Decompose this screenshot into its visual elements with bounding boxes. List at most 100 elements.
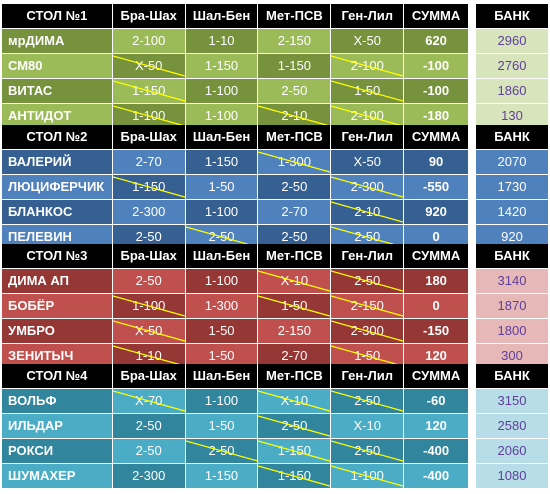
sum-cell: 180 — [404, 269, 468, 293]
bet-cell: 2-50 — [112, 414, 185, 438]
bet-cell: 1-300 — [185, 294, 258, 318]
bet-cell: 2-150 — [331, 294, 404, 318]
bet-value: 2-150 — [277, 33, 311, 48]
bet-value: 1-150 — [204, 468, 239, 483]
player-row: БОБЁР 1-100 1-300 1-50 2-150 0 — [2, 294, 468, 318]
player-name: СМ80 — [2, 54, 112, 78]
header-row: СТОЛ №1 Бра-Шах Шал-Бен Мет-ПСВ Ген-Лил СУММА — [2, 4, 468, 28]
bet-value: 1-150 — [277, 443, 311, 458]
bet-value: 1-150 — [204, 58, 239, 73]
bet-value: 2-70 — [281, 348, 308, 363]
sum-cell: 120 — [404, 414, 468, 438]
bet-value: 1-300 — [204, 298, 239, 313]
bank-value: 2760 — [476, 54, 548, 78]
bet-cell: 1-150 — [258, 464, 331, 488]
bank-header: БАНК — [476, 125, 548, 149]
bet-cell: 1-150 — [112, 175, 185, 199]
bet-cell: 1-50 — [185, 414, 258, 438]
bet-cell: 1-10 — [185, 29, 258, 53]
bet-cell: 1-100 — [112, 294, 185, 318]
sum-cell: 90 — [404, 150, 468, 174]
column-header: Ген-Лил — [331, 244, 404, 268]
bet-value: 1-50 — [208, 418, 235, 433]
bet-cell: 2-100 — [331, 54, 404, 78]
player-row: ИЛЬДАР 2-50 1-50 2-50 X-10 120 — [2, 414, 468, 438]
bet-cell: 2-300 — [112, 200, 185, 224]
player-name: мрДИМА — [2, 29, 112, 53]
bet-value: 2-300 — [132, 468, 166, 483]
player-row: ВАЛЕРИЙ 2-70 1-150 1-300 X-50 90 — [2, 150, 468, 174]
column-header: Мет-ПСВ — [258, 125, 331, 149]
bet-value: X-50 — [353, 154, 381, 169]
bet-cell: 2-50 — [112, 269, 185, 293]
bet-value: 2-50 — [281, 179, 308, 194]
bet-value: X-50 — [134, 58, 163, 73]
bet-value: 1-100 — [204, 204, 239, 219]
player-row: АНТИДОТ 1-100 1-100 2-10 2-100 -180 — [2, 104, 468, 128]
bet-value: 2-50 — [281, 83, 308, 98]
player-name: ДИМА АП — [2, 269, 112, 293]
header-row: СТОЛ №3 Бра-Шах Шал-Бен Мет-ПСВ Ген-Лил СУММА — [2, 244, 468, 268]
bet-value: 1-100 — [350, 468, 384, 483]
player-name: АНТИДОТ — [2, 104, 112, 128]
bet-value: 2-50 — [135, 229, 162, 244]
bet-value: 2-100 — [350, 58, 384, 73]
bet-value: 1-10 — [208, 33, 235, 48]
bank-header: БАНК — [476, 364, 548, 388]
bet-cell: X-10 — [258, 269, 331, 293]
bet-cell: 1-150 — [185, 54, 258, 78]
player-name: ЛЮЦИФЕРЧИК — [2, 175, 112, 199]
sum-header: СУММА — [404, 364, 468, 388]
player-name: ПЕЛЕВИН — [2, 225, 112, 249]
bet-value: 1-100 — [132, 298, 166, 313]
bet-value: 2-50 — [208, 443, 235, 458]
bet-value: 1-50 — [208, 323, 235, 338]
player-name: РОКСИ — [2, 439, 112, 463]
player-row: мрДИМА 2-100 1-10 2-150 X-50 620 — [2, 29, 468, 53]
bank-value: 2580 — [476, 414, 548, 438]
column-header: Шал-Бен — [185, 244, 258, 268]
column-header: Бра-Шах — [112, 364, 185, 388]
bet-value: 1-50 — [281, 298, 308, 313]
player-name: БОБЁР — [2, 294, 112, 318]
bet-value: X-10 — [353, 418, 381, 433]
bank-value: 3150 — [476, 389, 548, 413]
bet-value: 2-50 — [354, 273, 381, 288]
bet-value: 1-50 — [354, 83, 381, 98]
sum-header: СУММА — [404, 244, 468, 268]
bet-value: 2-50 — [135, 443, 162, 458]
bank-column: БАНК 2960 2760 1860 130 — [476, 4, 548, 129]
bet-value: 2-150 — [350, 298, 384, 313]
bet-cell: 2-50 — [112, 439, 185, 463]
bet-cell: 1-100 — [185, 200, 258, 224]
table-title: СТОЛ №1 — [2, 4, 112, 28]
bet-value: X-50 — [353, 33, 381, 48]
bet-cell: 2-70 — [112, 150, 185, 174]
bet-cell: X-70 — [112, 389, 185, 413]
sum-cell: 0 — [404, 294, 468, 318]
bank-value: 2070 — [476, 150, 548, 174]
bet-cell: 1-150 — [185, 464, 258, 488]
bet-value: 2-50 — [208, 229, 235, 244]
bet-cell: 2-10 — [258, 104, 331, 128]
column-header: Бра-Шах — [112, 4, 185, 28]
column-header: Ген-Лил — [331, 4, 404, 28]
bank-value: 1080 — [476, 464, 548, 488]
bet-cell: 1-50 — [258, 294, 331, 318]
bet-value: 2-50 — [354, 229, 381, 244]
bet-value: 2-70 — [135, 154, 162, 169]
bet-value: X-10 — [280, 393, 309, 408]
bet-cell: 2-10 — [331, 200, 404, 224]
bet-cell: 2-150 — [258, 29, 331, 53]
sum-cell: -100 — [404, 54, 468, 78]
sum-cell: -400 — [404, 439, 468, 463]
bet-value: 2-150 — [277, 323, 311, 338]
bank-value: 2060 — [476, 439, 548, 463]
table-title: СТОЛ №2 — [2, 125, 112, 149]
score-grid: СТОЛ №3 Бра-Шах Шал-Бен Мет-ПСВ Ген-Лил СУММА… — [2, 244, 468, 369]
bet-cell: X-50 — [331, 150, 404, 174]
column-header: Шал-Бен — [185, 125, 258, 149]
bet-value: 1-150 — [277, 468, 311, 483]
bet-value: 2-50 — [135, 418, 162, 433]
sum-header: СУММА — [404, 4, 468, 28]
